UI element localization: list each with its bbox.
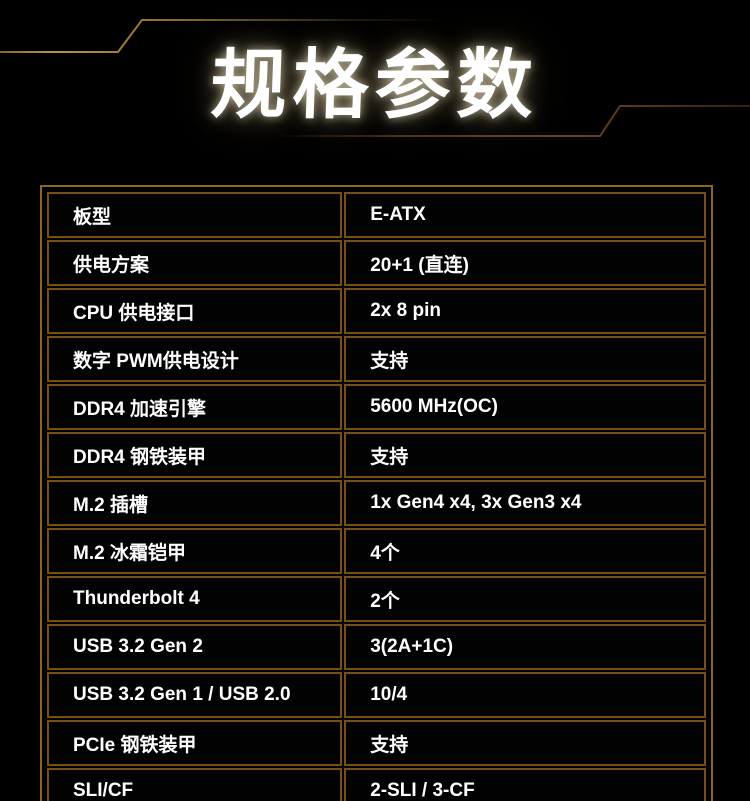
table-row: 数字 PWM供电设计 支持 — [47, 336, 706, 382]
table-row: Thunderbolt 4 2个 — [47, 576, 706, 622]
spec-value: 2个 — [344, 576, 706, 622]
spec-value: 20+1 (直连) — [344, 240, 706, 286]
spec-value: E-ATX — [344, 192, 706, 238]
spec-value: 支持 — [344, 432, 706, 478]
table-row: USB 3.2 Gen 1 / USB 2.0 10/4 — [47, 672, 706, 718]
spec-value: 2-SLI / 3-CF — [344, 768, 706, 801]
table-row: SLI/CF 2-SLI / 3-CF — [47, 768, 706, 801]
spec-label: 供电方案 — [47, 240, 343, 286]
spec-value: 3(2A+1C) — [344, 624, 706, 670]
spec-label: USB 3.2 Gen 1 / USB 2.0 — [47, 672, 343, 718]
table-row: M.2 冰霜铠甲 4个 — [47, 528, 706, 574]
spec-label: 板型 — [47, 192, 343, 238]
spec-value: 支持 — [344, 336, 706, 382]
spec-value: 4个 — [344, 528, 706, 574]
spec-label: DDR4 钢铁装甲 — [47, 432, 343, 478]
table-row: 板型 E-ATX — [47, 192, 706, 238]
table-row: PCIe 钢铁装甲 支持 — [47, 720, 706, 766]
spec-label: CPU 供电接口 — [47, 288, 343, 334]
title-banner: 规格参数 — [0, 18, 750, 138]
spec-label: PCIe 钢铁装甲 — [47, 720, 343, 766]
spec-label: SLI/CF — [47, 768, 343, 801]
spec-value: 1x Gen4 x4, 3x Gen3 x4 — [344, 480, 706, 526]
page-title: 规格参数 — [209, 43, 541, 128]
spec-label: DDR4 加速引擎 — [47, 384, 343, 430]
table-row: M.2 插槽 1x Gen4 x4, 3x Gen3 x4 — [47, 480, 706, 526]
spec-value: 5600 MHz(OC) — [344, 384, 706, 430]
table-row: 供电方案 20+1 (直连) — [47, 240, 706, 286]
table-row: USB 3.2 Gen 2 3(2A+1C) — [47, 624, 706, 670]
spec-label: 数字 PWM供电设计 — [47, 336, 343, 382]
table-row: CPU 供电接口 2x 8 pin — [47, 288, 706, 334]
spec-table: 板型 E-ATX 供电方案 20+1 (直连) CPU 供电接口 2x 8 pi… — [45, 190, 708, 801]
spec-label: M.2 插槽 — [47, 480, 343, 526]
table-row: DDR4 加速引擎 5600 MHz(OC) — [47, 384, 706, 430]
spec-label: USB 3.2 Gen 2 — [47, 624, 343, 670]
spec-label: M.2 冰霜铠甲 — [47, 528, 343, 574]
spec-value: 支持 — [344, 720, 706, 766]
table-row: DDR4 钢铁装甲 支持 — [47, 432, 706, 478]
spec-value: 10/4 — [344, 672, 706, 718]
spec-value: 2x 8 pin — [344, 288, 706, 334]
spec-table-frame: 板型 E-ATX 供电方案 20+1 (直连) CPU 供电接口 2x 8 pi… — [40, 185, 713, 801]
spec-label: Thunderbolt 4 — [47, 576, 343, 622]
